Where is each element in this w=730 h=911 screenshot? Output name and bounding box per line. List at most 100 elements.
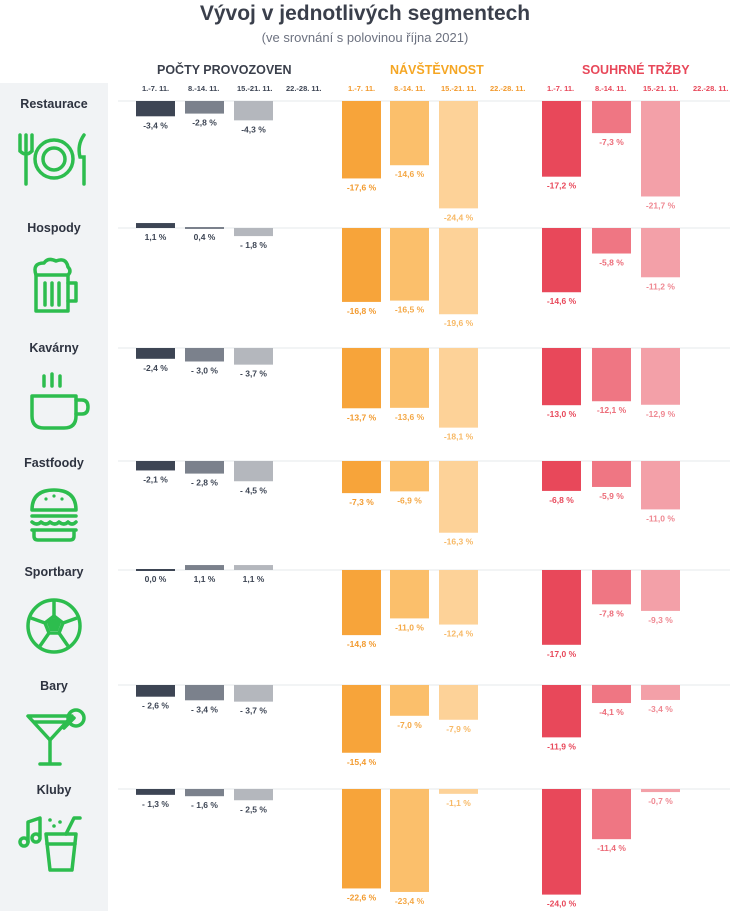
value-label-souhrne-trzby-sportbary-3: -9,3 % [648, 615, 673, 625]
bar-souhrne-trzby-fastfoody-2 [592, 461, 631, 487]
bar-navstevnost-hospody-2 [390, 228, 429, 301]
value-label-pocty-provozoven-hospody-3: - 1,8 % [240, 240, 267, 250]
value-label-pocty-provozoven-bary-3: - 3,7 % [240, 706, 267, 716]
week-label: 22.-28. 11. [693, 84, 729, 93]
value-label-navstevnost-sportbary-3: -12,4 % [444, 629, 474, 639]
value-label-pocty-provozoven-fastfoody-1: -2,1 % [143, 474, 168, 484]
bar-pocty-provozoven-sportbary-1 [136, 569, 175, 571]
bar-souhrne-trzby-bary-1 [542, 685, 581, 738]
value-label-pocty-provozoven-hospody-1: 1,1 % [145, 232, 167, 242]
value-label-pocty-provozoven-bary-2: - 3,4 % [191, 704, 218, 714]
value-label-souhrne-trzby-kluby-2: -11,4 % [597, 843, 626, 853]
bar-navstevnost-kavarny-3 [439, 348, 478, 428]
bar-pocty-provozoven-kavarny-1 [136, 348, 175, 359]
week-label: 22.-28. 11. [286, 84, 322, 93]
value-label-pocty-provozoven-sportbary-2: 1,1 % [194, 574, 216, 584]
value-label-souhrne-trzby-restaurace-2: -7,3 % [599, 137, 624, 147]
bar-pocty-provozoven-hospody-2 [185, 227, 224, 229]
week-label: 15.-21. 11. [441, 84, 477, 93]
value-label-souhrne-trzby-restaurace-3: -21,7 % [646, 200, 676, 210]
bar-navstevnost-kavarny-1 [342, 348, 381, 409]
value-label-navstevnost-restaurace-1: -17,6 % [347, 182, 377, 192]
burger-icon [30, 488, 78, 542]
group-title-souhrne-trzby: SOUHRNÉ TRŽBY [582, 63, 690, 77]
bar-navstevnost-kavarny-2 [390, 348, 429, 408]
value-label-souhrne-trzby-bary-3: -3,4 % [648, 704, 673, 714]
week-label: 8.-14. 11. [188, 84, 220, 93]
value-label-souhrne-trzby-bary-2: -4,1 % [599, 707, 624, 717]
value-label-navstevnost-fastfoody-3: -16,3 % [444, 537, 474, 547]
bar-navstevnost-restaurace-2 [390, 101, 429, 166]
value-label-souhrne-trzby-hospody-1: -14,6 % [547, 296, 577, 306]
value-label-navstevnost-kavarny-1: -13,7 % [347, 412, 377, 422]
week-label: 15.-21. 11. [643, 84, 679, 93]
bar-souhrne-trzby-hospody-1 [542, 228, 581, 293]
value-label-souhrne-trzby-restaurace-1: -17,2 % [547, 181, 577, 191]
bar-navstevnost-sportbary-1 [342, 570, 381, 636]
music-drink-icon [18, 816, 82, 872]
bar-souhrne-trzby-sportbary-1 [542, 570, 581, 645]
value-label-pocty-provozoven-kluby-1: - 1,3 % [142, 799, 169, 809]
bar-navstevnost-hospody-1 [342, 228, 381, 302]
bar-navstevnost-bary-3 [439, 685, 478, 720]
group-title-pocty-provozoven: POČTY PROVOZOVEN [157, 63, 292, 77]
bar-souhrne-trzby-hospody-3 [641, 228, 680, 278]
bar-souhrne-trzby-kavarny-3 [641, 348, 680, 405]
chart-title: Vývoj v jednotlivých segmentech [199, 2, 531, 25]
value-label-pocty-provozoven-kavarny-2: - 3,0 % [191, 366, 218, 376]
value-label-pocty-provozoven-fastfoody-3: - 4,5 % [240, 485, 267, 495]
value-label-souhrne-trzby-hospody-3: -11,2 % [646, 281, 675, 291]
value-label-navstevnost-sportbary-2: -11,0 % [395, 622, 424, 632]
segment-label-kluby: Kluby [36, 783, 72, 797]
bar-pocty-provozoven-kavarny-2 [185, 348, 224, 362]
value-label-souhrne-trzby-sportbary-1: -17,0 % [547, 649, 577, 659]
value-label-souhrne-trzby-kavarny-1: -13,0 % [547, 409, 577, 419]
week-label: 22.-28. 11. [490, 84, 526, 93]
bar-souhrne-trzby-fastfoody-1 [542, 461, 581, 491]
bar-navstevnost-fastfoody-2 [390, 461, 429, 492]
bar-souhrne-trzby-sportbary-3 [641, 570, 680, 611]
value-label-pocty-provozoven-restaurace-3: -4,3 % [241, 124, 266, 134]
bar-souhrne-trzby-restaurace-1 [542, 101, 581, 177]
bar-navstevnost-kluby-1 [342, 789, 381, 889]
value-label-souhrne-trzby-hospody-2: -5,8 % [599, 258, 624, 268]
coffee-cup-icon [30, 372, 90, 430]
bar-navstevnost-kluby-2 [390, 789, 429, 892]
value-label-pocty-provozoven-bary-1: - 2,6 % [142, 701, 169, 711]
value-label-navstevnost-sportbary-1: -14,8 % [347, 639, 377, 649]
value-label-navstevnost-kluby-2: -23,4 % [395, 896, 425, 906]
bar-pocty-provozoven-bary-1 [136, 685, 175, 697]
value-label-navstevnost-kluby-1: -22,6 % [347, 892, 377, 902]
bar-navstevnost-sportbary-3 [439, 570, 478, 625]
cocktail-icon [26, 708, 86, 766]
week-label: 8.-14. 11. [595, 84, 627, 93]
beer-mug-icon [33, 257, 78, 313]
value-label-souhrne-trzby-sportbary-2: -7,8 % [599, 608, 624, 618]
value-label-pocty-provozoven-kluby-2: - 1,6 % [191, 800, 218, 810]
bar-pocty-provozoven-kluby-2 [185, 789, 224, 797]
value-label-navstevnost-hospody-2: -16,5 % [395, 305, 425, 315]
bar-souhrne-trzby-fastfoody-3 [641, 461, 680, 510]
value-label-pocty-provozoven-kavarny-3: - 3,7 % [240, 369, 267, 379]
value-label-pocty-provozoven-restaurace-2: -2,8 % [192, 118, 217, 128]
bar-pocty-provozoven-kavarny-3 [234, 348, 273, 365]
week-label: 8.-14. 11. [394, 84, 426, 93]
week-label: 1.-7. 11. [142, 84, 170, 93]
bar-pocty-provozoven-fastfoody-3 [234, 461, 273, 482]
bar-pocty-provozoven-restaurace-3 [234, 101, 273, 121]
bar-souhrne-trzby-kavarny-1 [542, 348, 581, 406]
value-label-navstevnost-bary-1: -15,4 % [347, 757, 377, 767]
bar-pocty-provozoven-sportbary-2 [185, 565, 224, 570]
value-label-souhrne-trzby-fastfoody-2: -5,9 % [599, 491, 624, 501]
bar-navstevnost-restaurace-1 [342, 101, 381, 179]
value-label-souhrne-trzby-kavarny-3: -12,9 % [646, 409, 676, 419]
bar-souhrne-trzby-restaurace-3 [641, 101, 680, 197]
week-label: 15.-21. 11. [237, 84, 273, 93]
group-title-navstevnost: NÁVŠTĚVNOST [390, 63, 484, 77]
bar-pocty-provozoven-hospody-1 [136, 223, 175, 228]
segment-label-fastfoody: Fastfoody [24, 456, 84, 470]
football-icon [26, 598, 82, 654]
bar-pocty-provozoven-restaurace-1 [136, 101, 175, 117]
bar-souhrne-trzby-sportbary-2 [592, 570, 631, 605]
